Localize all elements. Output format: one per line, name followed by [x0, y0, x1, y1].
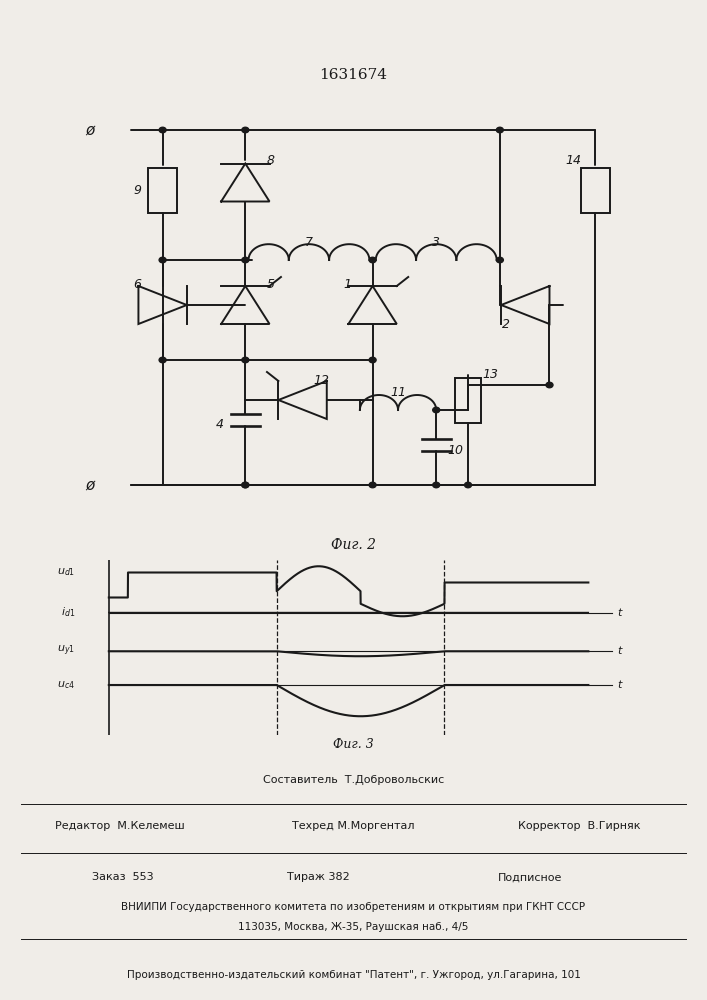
- Circle shape: [242, 357, 249, 363]
- Text: 2: 2: [502, 318, 510, 332]
- Circle shape: [369, 357, 376, 363]
- Circle shape: [464, 482, 472, 488]
- Text: 11: 11: [390, 386, 406, 399]
- Text: 14: 14: [565, 153, 581, 166]
- Text: 10: 10: [448, 444, 463, 456]
- Circle shape: [159, 127, 166, 133]
- Circle shape: [369, 257, 376, 263]
- Text: Подписное: Подписное: [498, 872, 563, 882]
- Text: $u_{c4}$: $u_{c4}$: [57, 679, 75, 691]
- Text: 4: 4: [216, 418, 224, 432]
- Circle shape: [433, 482, 440, 488]
- Circle shape: [433, 407, 440, 413]
- Text: 113035, Москва, Ж-35, Раушская наб., 4/5: 113035, Москва, Ж-35, Раушская наб., 4/5: [238, 922, 469, 932]
- Text: 13: 13: [482, 368, 498, 381]
- Text: Тираж 382: Тираж 382: [287, 872, 349, 882]
- Circle shape: [496, 127, 503, 133]
- Text: 3: 3: [432, 236, 440, 249]
- Text: Корректор  В.Гирняк: Корректор В.Гирняк: [518, 821, 641, 831]
- Text: $i_{d1}$: $i_{d1}$: [61, 606, 75, 619]
- Circle shape: [496, 257, 503, 263]
- Text: t: t: [617, 646, 621, 656]
- Bar: [581, 167, 609, 213]
- Circle shape: [159, 357, 166, 363]
- Text: Техред М.Моргентал: Техред М.Моргентал: [292, 821, 415, 831]
- Bar: [148, 167, 177, 213]
- Text: ø: ø: [85, 122, 94, 137]
- Text: 6: 6: [133, 278, 141, 292]
- Circle shape: [242, 482, 249, 488]
- Text: Редактор  М.Келемеш: Редактор М.Келемеш: [55, 821, 185, 831]
- Text: t: t: [617, 680, 621, 690]
- Text: Фиг. 2: Фиг. 2: [331, 538, 376, 552]
- Circle shape: [546, 382, 553, 388]
- Text: 1: 1: [343, 278, 351, 292]
- Circle shape: [242, 482, 249, 488]
- Text: t: t: [617, 607, 621, 617]
- Text: Фиг. 3: Фиг. 3: [333, 738, 374, 750]
- Circle shape: [242, 257, 249, 263]
- Text: Заказ  553: Заказ 553: [92, 872, 153, 882]
- Text: ВНИИПИ Государственного комитета по изобретениям и открытиям при ГКНТ СССР: ВНИИПИ Государственного комитета по изоб…: [122, 902, 585, 912]
- Text: 9: 9: [133, 184, 141, 196]
- Circle shape: [242, 127, 249, 133]
- Text: 12: 12: [314, 373, 329, 386]
- Text: 5: 5: [267, 278, 275, 292]
- Text: ø: ø: [85, 478, 94, 492]
- Circle shape: [369, 482, 376, 488]
- Bar: [455, 377, 481, 422]
- Text: Производственно-издательский комбинат "Патент", г. Ужгород, ул.Гагарина, 101: Производственно-издательский комбинат "П…: [127, 970, 580, 980]
- Text: 7: 7: [305, 236, 313, 249]
- Text: $u_{y1}$: $u_{y1}$: [57, 644, 75, 658]
- Text: 8: 8: [267, 153, 275, 166]
- Text: 1631674: 1631674: [320, 68, 387, 82]
- Circle shape: [159, 257, 166, 263]
- Text: Составитель  Т.Добровольскис: Составитель Т.Добровольскис: [263, 774, 444, 785]
- Text: $u_{d1}$: $u_{d1}$: [57, 567, 75, 578]
